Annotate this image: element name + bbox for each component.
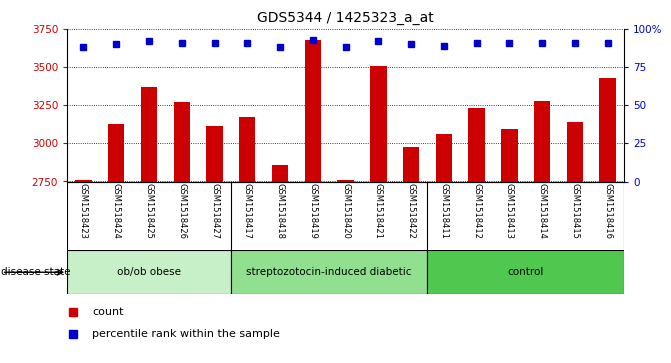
Bar: [67, 250, 231, 294]
Bar: [534, 101, 550, 182]
Text: GSM1518414: GSM1518414: [537, 183, 547, 239]
Text: GSM1518417: GSM1518417: [243, 183, 252, 239]
Bar: [174, 102, 190, 182]
Bar: [567, 122, 583, 182]
Text: GSM1518418: GSM1518418: [276, 183, 285, 239]
Text: GSM1518425: GSM1518425: [144, 183, 154, 239]
Bar: [231, 250, 427, 294]
Text: GSM1518412: GSM1518412: [472, 183, 481, 239]
Bar: [435, 134, 452, 182]
Bar: [468, 108, 484, 182]
Text: count: count: [92, 307, 123, 317]
Text: GSM1518426: GSM1518426: [177, 183, 187, 239]
Bar: [501, 129, 517, 182]
Text: GSM1518422: GSM1518422: [407, 183, 415, 239]
Text: GSM1518413: GSM1518413: [505, 183, 514, 239]
Bar: [108, 123, 124, 182]
Bar: [75, 180, 92, 182]
Text: GSM1518419: GSM1518419: [308, 183, 317, 239]
Text: control: control: [507, 267, 544, 277]
Text: GSM1518427: GSM1518427: [210, 183, 219, 239]
Bar: [599, 78, 616, 182]
Title: GDS5344 / 1425323_a_at: GDS5344 / 1425323_a_at: [257, 11, 434, 25]
Text: disease state: disease state: [1, 267, 71, 277]
Bar: [403, 147, 419, 182]
Text: GSM1518421: GSM1518421: [374, 183, 383, 239]
Text: GSM1518420: GSM1518420: [341, 183, 350, 239]
Bar: [272, 166, 289, 182]
Bar: [207, 126, 223, 182]
Bar: [305, 40, 321, 182]
Text: ob/ob obese: ob/ob obese: [117, 267, 181, 277]
Text: GSM1518424: GSM1518424: [112, 183, 121, 239]
Text: streptozotocin-induced diabetic: streptozotocin-induced diabetic: [246, 267, 412, 277]
Bar: [370, 66, 386, 182]
Bar: [239, 117, 256, 182]
Text: GSM1518423: GSM1518423: [79, 183, 88, 239]
Text: percentile rank within the sample: percentile rank within the sample: [92, 329, 280, 339]
Bar: [338, 180, 354, 182]
Bar: [141, 87, 157, 182]
Text: GSM1518411: GSM1518411: [440, 183, 448, 239]
Text: GSM1518416: GSM1518416: [603, 183, 612, 239]
Text: GSM1518415: GSM1518415: [570, 183, 579, 239]
Bar: [427, 250, 624, 294]
